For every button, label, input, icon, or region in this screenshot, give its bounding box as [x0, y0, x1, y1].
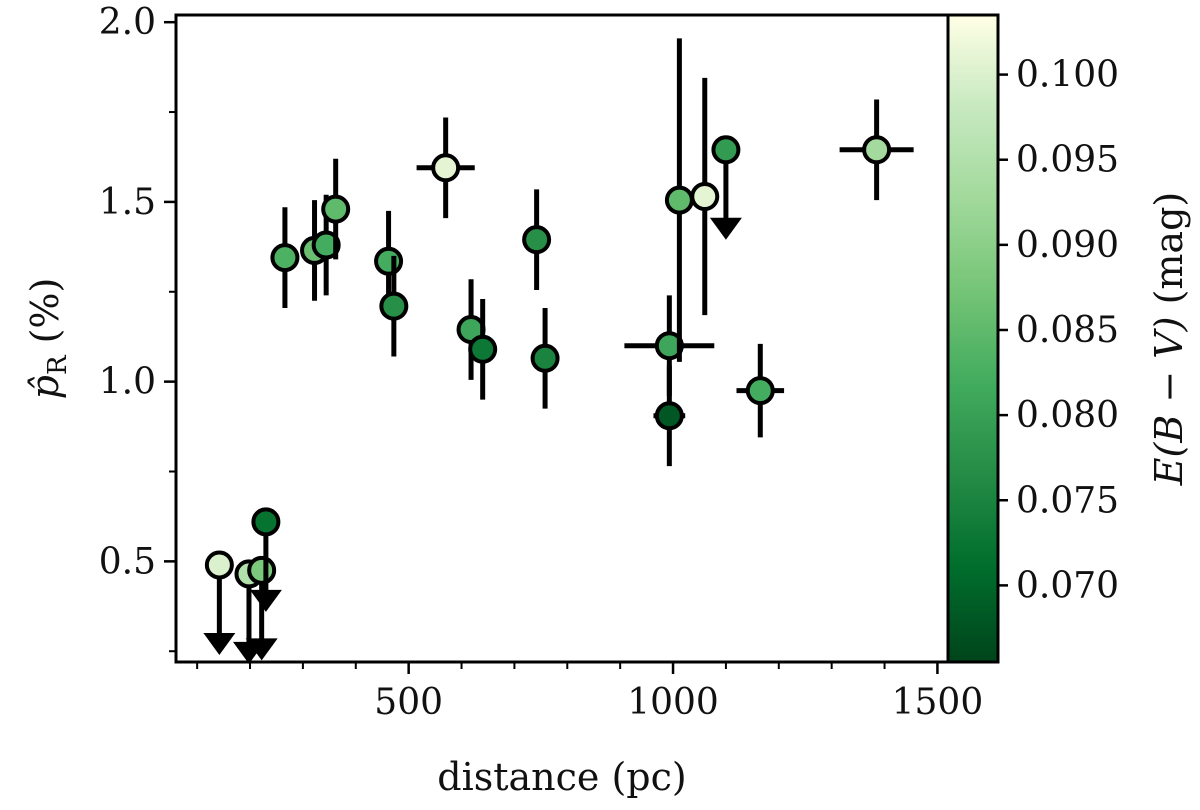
data-point	[468, 298, 498, 400]
colorbar-tick-label: 0.075	[1016, 480, 1119, 521]
point-marker	[311, 230, 341, 260]
point-marker	[204, 550, 234, 580]
data-point	[270, 207, 300, 308]
point-marker	[468, 334, 498, 364]
colorbar-scale	[946, 13, 1000, 664]
point-marker	[862, 135, 892, 165]
point-marker	[654, 401, 684, 431]
upper-limit-arrow	[203, 632, 236, 655]
y-axis-label-unit: (%)	[23, 278, 67, 356]
data-point	[664, 38, 694, 362]
colorbar-tick-label: 0.070	[1016, 565, 1119, 606]
point-marker	[247, 555, 277, 585]
colorbar-tick-label: 0.095	[1016, 140, 1119, 181]
x-tick-label: 1500	[892, 682, 984, 723]
colorbar-tick-label: 0.100	[1016, 55, 1119, 96]
point-marker	[321, 194, 351, 224]
upper-limit-arrow	[709, 217, 742, 240]
colorbar: 0.070 0.075 0.080 0.085 0.090 0.095 0.100	[946, 13, 1119, 664]
colorbar-tick-label: 0.085	[1016, 310, 1119, 351]
colorbar-label: E(B − V) (mag)	[1147, 192, 1191, 487]
upper-limit-arrow	[245, 638, 278, 661]
colorbar-label-main: E(B − V)	[1147, 316, 1191, 486]
upper-limit-point	[709, 135, 742, 240]
x-tick-label: 1000	[627, 682, 719, 723]
point-marker	[690, 182, 720, 212]
point-marker	[745, 376, 775, 406]
data-point	[530, 307, 560, 409]
data-point	[311, 194, 341, 296]
upper-limit-arrow	[249, 589, 282, 612]
data-point	[522, 189, 552, 290]
colorbar-tick-label: 0.080	[1016, 395, 1119, 436]
y-tick-label: 1.5	[99, 182, 156, 223]
data-point	[736, 343, 785, 438]
y-axis-label: p̂R (%)	[23, 278, 73, 400]
plot-frame	[176, 15, 948, 662]
y-tick-label: 2.0	[99, 2, 156, 43]
data-point	[653, 365, 686, 467]
plot-area: 500 1000 1500 0.5 1.0 1.5 2.0	[99, 2, 984, 723]
colorbar-ticks: 0.070 0.075 0.080 0.085 0.090 0.095 0.100	[998, 55, 1119, 606]
data-point	[379, 255, 409, 357]
x-tick-label: 500	[374, 682, 443, 723]
point-marker	[379, 291, 409, 321]
point-marker	[530, 343, 560, 373]
x-axis-label: distance (pc)	[437, 755, 687, 799]
data-marks	[203, 38, 914, 664]
y-axis-label-main: p̂	[23, 375, 67, 399]
upper-limit-point	[249, 507, 282, 612]
colorbar-label-unit: (mag)	[1147, 192, 1191, 317]
data-point	[690, 77, 720, 316]
point-marker	[431, 153, 461, 183]
point-marker	[711, 135, 741, 165]
data-point	[839, 99, 914, 201]
point-marker	[270, 243, 300, 273]
data-point	[321, 158, 351, 260]
data-point	[416, 117, 475, 219]
x-axis-ticks: 500 1000 1500	[196, 662, 984, 723]
y-tick-label: 1.0	[99, 362, 156, 403]
upper-limit-point	[203, 550, 236, 655]
y-axis-ticks: 0.5 1.0 1.5 2.0	[99, 2, 176, 653]
point-marker	[374, 246, 404, 276]
point-marker	[251, 507, 281, 537]
point-marker	[664, 185, 694, 215]
colorbar-tick-label: 0.090	[1016, 225, 1119, 266]
point-marker	[522, 225, 552, 255]
y-axis-label-sub: R	[43, 354, 73, 375]
y-tick-label: 0.5	[99, 541, 156, 582]
